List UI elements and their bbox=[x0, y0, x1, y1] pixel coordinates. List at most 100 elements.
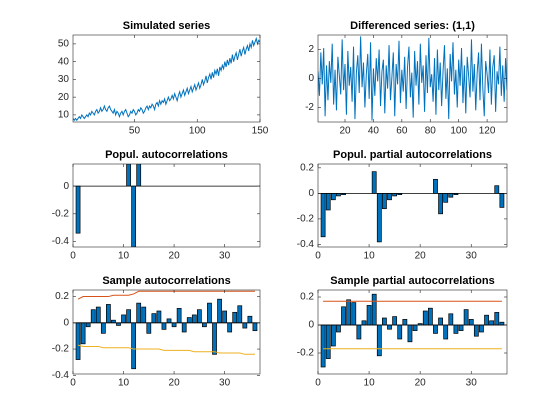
bar bbox=[136, 164, 142, 187]
y-tick-label: 0 bbox=[308, 188, 314, 199]
x-tick-label: 10 bbox=[118, 251, 130, 262]
bar bbox=[232, 311, 238, 324]
x-tick-label: 20 bbox=[169, 378, 181, 389]
x-tick-label: 10 bbox=[118, 378, 130, 389]
y-tick-label: -0.2 bbox=[297, 348, 315, 359]
y-tick-label: 0 bbox=[63, 317, 69, 328]
bar bbox=[433, 324, 438, 334]
subplot-title: Sample autocorrelations bbox=[102, 275, 230, 287]
bar bbox=[382, 317, 387, 326]
y-tick-label: 0 bbox=[63, 181, 69, 192]
bar bbox=[330, 324, 336, 347]
subplot: Popul. autocorrelations 0 10 20 30 -0.4 -0.2 0 bbox=[52, 149, 261, 262]
bar bbox=[126, 164, 131, 187]
bar bbox=[407, 324, 413, 343]
x-tick-label: 30 bbox=[466, 378, 478, 389]
bar bbox=[438, 317, 443, 326]
bar bbox=[382, 193, 387, 210]
plot-content bbox=[73, 36, 260, 122]
x-tick-label: 20 bbox=[415, 378, 427, 389]
bar bbox=[387, 193, 392, 201]
bar bbox=[136, 302, 142, 324]
bar bbox=[237, 305, 243, 324]
bar bbox=[479, 324, 484, 333]
bar bbox=[252, 322, 258, 332]
bar bbox=[161, 322, 167, 330]
bar bbox=[212, 322, 217, 355]
x-tick-label: 30 bbox=[219, 251, 231, 262]
bar bbox=[320, 324, 326, 368]
bar bbox=[361, 320, 367, 326]
y-tick-label: -0.2 bbox=[52, 344, 70, 355]
subplot-title: Simulated series bbox=[123, 20, 210, 32]
bar bbox=[330, 193, 336, 201]
bar bbox=[186, 317, 192, 324]
y-tick-label: -0.2 bbox=[297, 214, 315, 225]
x-tick-label: 20 bbox=[339, 126, 351, 137]
x-tick-label: 40 bbox=[368, 126, 380, 137]
bar bbox=[484, 314, 489, 326]
bar bbox=[376, 193, 382, 243]
y-tick-label: -2 bbox=[305, 102, 314, 113]
data-line bbox=[73, 36, 260, 122]
x-tick-label: 100 bbox=[189, 126, 206, 137]
bound-line bbox=[77, 344, 255, 355]
x-tick-label: 30 bbox=[466, 251, 478, 262]
subplot-title: Popul. autocorrelations bbox=[105, 149, 228, 161]
bar bbox=[341, 306, 346, 326]
y-tick-label: -0.4 bbox=[52, 370, 70, 381]
subplot: Differenced series: (1,1)20 40 60 80 100 120-… bbox=[305, 20, 508, 137]
y-tick-label: 30 bbox=[58, 74, 70, 85]
bar bbox=[75, 185, 81, 234]
y-tick-label: 2 bbox=[308, 44, 314, 55]
y-tick-label: 40 bbox=[58, 56, 70, 67]
bar bbox=[392, 316, 398, 326]
axes-box bbox=[72, 163, 261, 248]
bar bbox=[90, 309, 96, 324]
bar bbox=[126, 309, 131, 324]
bar bbox=[366, 305, 372, 326]
bar bbox=[191, 314, 197, 324]
subplot: Sample partial autocorrelations 0 10 20 30 -0… bbox=[297, 275, 508, 389]
plot-area bbox=[318, 164, 507, 247]
x-tick-label: 20 bbox=[415, 251, 427, 262]
x-tick-label: 20 bbox=[169, 251, 181, 262]
bound-line bbox=[77, 290, 255, 300]
y-tick-label: -0.2 bbox=[52, 208, 70, 219]
x-tick-label: 100 bbox=[450, 126, 467, 137]
subplot: Sample autocorrelations 0 10 20 30 -0.4 -0.2 0 0… bbox=[52, 275, 261, 389]
bar bbox=[489, 320, 495, 326]
bar bbox=[95, 306, 101, 324]
x-tick-label: 0 bbox=[70, 251, 76, 262]
bar bbox=[473, 324, 479, 337]
bar bbox=[100, 322, 106, 334]
bar bbox=[166, 318, 172, 324]
bar bbox=[356, 324, 362, 340]
y-tick-label: 0 bbox=[308, 73, 314, 84]
plot-content bbox=[73, 290, 260, 370]
bar bbox=[247, 315, 253, 324]
bar bbox=[75, 322, 81, 360]
bar bbox=[222, 310, 227, 324]
y-tick-label: 0 bbox=[308, 320, 314, 331]
x-tick-label: 10 bbox=[364, 251, 376, 262]
subplot-title: Differenced series: (1,1) bbox=[350, 20, 475, 32]
bar bbox=[458, 324, 464, 331]
bar bbox=[443, 324, 449, 340]
bar bbox=[494, 185, 500, 194]
bar bbox=[151, 313, 157, 324]
y-tick-label: 0.2 bbox=[55, 291, 69, 302]
bar bbox=[141, 306, 147, 324]
bar bbox=[443, 193, 449, 203]
bar bbox=[438, 193, 443, 215]
bar bbox=[146, 322, 152, 334]
bar bbox=[397, 324, 403, 340]
subplot: Simulated series 50 100 150 10 20 30 40 50 bbox=[58, 20, 269, 137]
bar bbox=[106, 304, 111, 324]
axes-box bbox=[317, 289, 508, 375]
bar bbox=[463, 309, 469, 326]
x-tick-label: 0 bbox=[315, 378, 321, 389]
bar bbox=[131, 322, 137, 370]
y-tick-label: 10 bbox=[58, 110, 70, 121]
